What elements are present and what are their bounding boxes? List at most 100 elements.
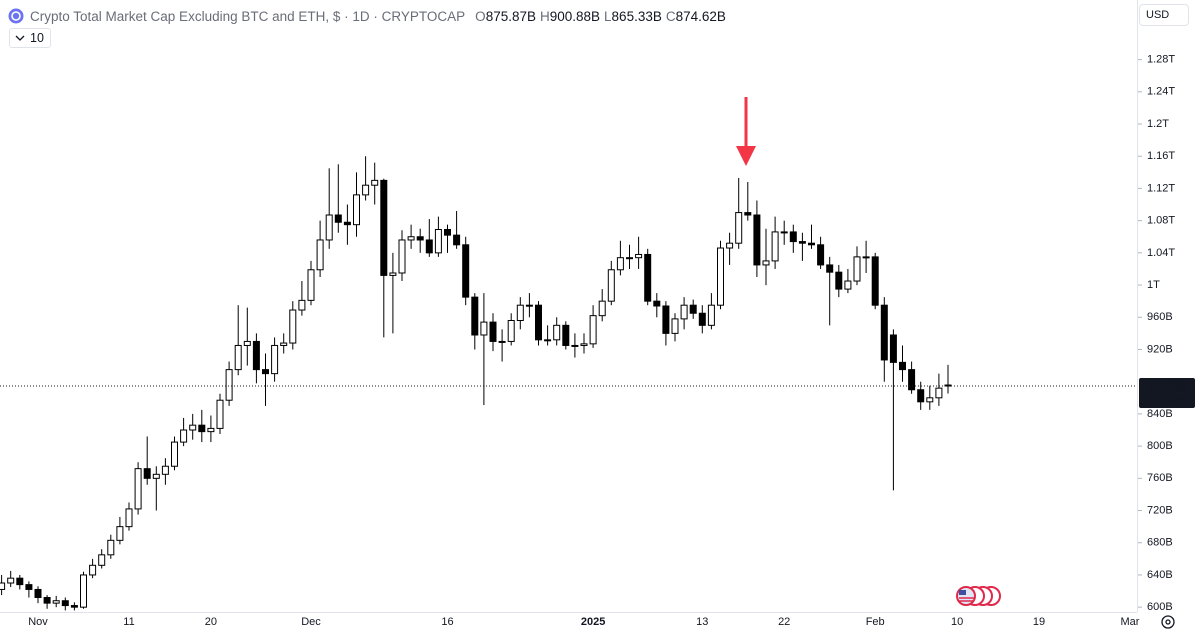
candle-body [198,424,206,433]
candle-body [180,429,188,443]
y-tick-label: 920B [1147,343,1173,355]
candle-body [607,269,615,302]
candle-body [480,321,488,336]
candle-body [498,340,506,343]
candle-body [544,339,552,342]
ohlc-label: C [665,8,676,24]
indicator-input[interactable]: 10 [9,28,51,48]
candle-body [216,399,224,429]
chart-title: Crypto Total Market Cap Excluding BTC an… [30,8,466,24]
candle-body [34,588,42,599]
candle-body [334,214,342,223]
candle-body [871,256,879,306]
candle-body [616,257,624,271]
candle-body [16,577,24,586]
candle-body [571,344,579,347]
x-tick-label: 10 [951,616,963,628]
ohlc-value: 900.88B [549,8,601,24]
candle-body [362,184,370,196]
candle-body [61,600,69,607]
candle-body [862,256,870,259]
candle-body [662,305,670,334]
candle-body [762,260,770,266]
candle-body [808,242,815,246]
candle-body [25,584,33,590]
candle-body [325,214,333,241]
candle-body [416,236,424,241]
candle-body [289,309,297,344]
y-tick-label: 840B [1147,408,1173,420]
candle-body [134,468,142,510]
candle-body [453,234,461,246]
candle-body [889,334,897,363]
x-tick-label: 22 [778,616,790,628]
candle-body [407,236,415,241]
candle-body [726,242,734,249]
candle-body [908,369,916,391]
candle-body [689,304,697,314]
candle-body [926,397,934,403]
symbol-icon [8,8,24,24]
candle-body [462,244,470,298]
candle-body [189,424,197,431]
candle-body [98,554,106,566]
ohlc-value: 865.33B [611,8,662,24]
y-tick-label: 1.24T [1147,86,1175,98]
candle-body [753,214,761,266]
candle-body [935,387,943,399]
candle-body [707,304,715,326]
candle-body [207,427,215,433]
candle-body [343,221,351,226]
last-price-label: 874.62B [1147,380,1188,392]
last-price-tag [1139,378,1195,409]
ohlc-value: 875.87B [485,8,536,24]
y-tick-label: 1.28T [1147,53,1175,65]
annotation-arrow [736,97,756,166]
candle-body [489,321,497,342]
settings-icon[interactable] [1161,615,1175,629]
candle-body [425,239,433,254]
candle-body [353,194,360,226]
candle-body [516,304,524,321]
candle-body [780,231,788,234]
candle-body [107,539,115,556]
y-tick-label: 1.04T [1147,247,1175,259]
candle-body [371,179,379,186]
candle-body [562,324,570,346]
y-tick-label: 1.08T [1147,215,1175,227]
collapse-icon [15,35,25,41]
currency-select[interactable]: USD [1139,4,1189,26]
x-tick-label: Feb [866,616,885,628]
candles [0,156,952,611]
candle-body [116,526,124,541]
candle-body [771,231,779,262]
candle-body [471,296,479,336]
candle-body [80,574,87,608]
currency-label: USD [1146,9,1170,21]
legend-header: Crypto Total Market Cap Excluding BTC an… [8,6,726,26]
ohlc-values: O875.87B H900.88B L865.33B C874.62B [465,9,726,24]
x-tick-label: Nov [28,616,48,628]
candle-body [152,473,160,479]
candle-body [817,244,825,266]
y-tick-label: 1.2T [1147,118,1169,130]
candle-body [589,315,597,345]
candle-body [626,257,633,260]
candle-body [52,600,60,604]
candle-body [798,241,806,244]
candle-body [307,269,315,301]
candle-body [698,312,706,326]
candle-body [143,468,151,479]
candle-body [234,344,242,371]
x-tick-label: 20 [205,616,217,628]
candle-body [853,256,861,282]
event-flags [956,586,1001,606]
candle-body [789,231,797,243]
candle-body [171,441,178,467]
candle-body [744,212,752,216]
x-tick-label: 2025 [581,616,605,628]
candle-body [389,272,397,276]
ohlc-label: H [539,8,550,24]
candle-body [917,389,925,403]
y-tick-label: 600B [1147,601,1173,613]
